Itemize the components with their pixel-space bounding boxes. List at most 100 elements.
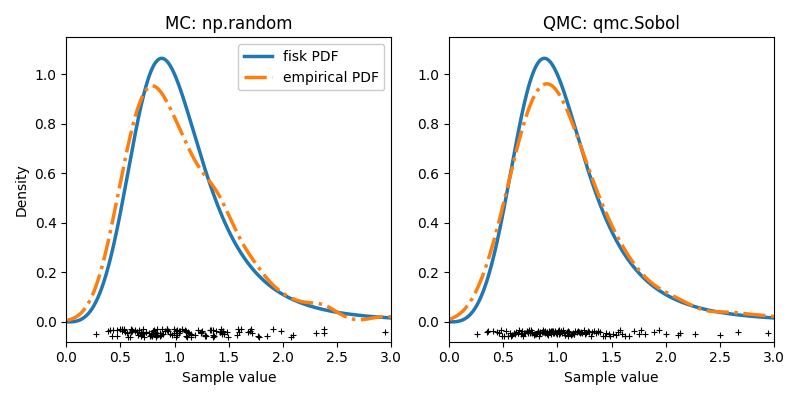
- empirical PDF: [638, 273, 648, 278]
- Point: [134, 333, 147, 339]
- Point: [538, 330, 551, 336]
- empirical PDF: [600, 207, 610, 212]
- Point: [552, 328, 565, 335]
- Point: [511, 330, 524, 336]
- fisk PDF: [329, 309, 338, 314]
- Point: [534, 329, 547, 336]
- Point: [575, 329, 588, 336]
- Point: [142, 330, 155, 336]
- fisk PDF: [539, 56, 549, 61]
- Point: [184, 334, 197, 340]
- empirical PDF: [770, 314, 779, 319]
- Point: [633, 331, 646, 338]
- Point: [231, 326, 244, 332]
- Point: [140, 329, 153, 335]
- Point: [587, 328, 600, 334]
- Point: [118, 329, 131, 336]
- Point: [564, 332, 577, 338]
- Point: [136, 331, 149, 337]
- Point: [206, 333, 219, 340]
- fisk PDF: [638, 275, 648, 280]
- empirical PDF: [379, 314, 389, 319]
- fisk PDF: [62, 320, 72, 324]
- Point: [101, 328, 114, 334]
- Point: [481, 328, 494, 335]
- Point: [167, 326, 180, 333]
- Point: [124, 329, 137, 336]
- Point: [252, 333, 265, 340]
- Point: [482, 327, 494, 334]
- Point: [566, 330, 579, 336]
- Point: [131, 329, 144, 336]
- Point: [591, 328, 604, 335]
- fisk PDF: [157, 56, 166, 61]
- Point: [610, 332, 622, 338]
- Point: [145, 332, 158, 338]
- Point: [115, 326, 128, 333]
- empirical PDF: [446, 317, 455, 322]
- Point: [567, 331, 580, 337]
- Point: [540, 329, 553, 336]
- fisk PDF: [711, 309, 721, 314]
- Point: [206, 332, 219, 338]
- Point: [526, 329, 538, 335]
- Point: [505, 333, 518, 339]
- Point: [173, 328, 186, 334]
- Point: [533, 332, 546, 339]
- Title: QMC: qmc.Sobol: QMC: qmc.Sobol: [543, 15, 680, 33]
- Point: [214, 328, 227, 335]
- Point: [136, 330, 149, 336]
- Point: [543, 329, 556, 336]
- Point: [528, 332, 541, 338]
- Point: [504, 330, 517, 337]
- Point: [107, 327, 120, 334]
- Point: [129, 328, 142, 334]
- Point: [146, 333, 158, 340]
- Point: [714, 332, 726, 338]
- Point: [580, 330, 593, 336]
- Point: [318, 330, 330, 336]
- Point: [541, 331, 554, 337]
- Point: [217, 328, 230, 334]
- Point: [572, 328, 585, 334]
- Point: [166, 332, 178, 338]
- Point: [161, 326, 174, 332]
- Point: [583, 328, 596, 335]
- Point: [538, 328, 551, 334]
- Point: [310, 330, 322, 336]
- Point: [552, 327, 565, 334]
- Point: [541, 332, 554, 338]
- Point: [603, 332, 616, 339]
- Point: [182, 328, 194, 335]
- Point: [185, 332, 198, 338]
- Point: [171, 326, 184, 333]
- Point: [585, 332, 598, 339]
- Point: [118, 326, 130, 332]
- Point: [261, 333, 274, 339]
- Point: [182, 330, 195, 336]
- Point: [106, 332, 118, 339]
- Point: [149, 329, 162, 335]
- empirical PDF: [219, 202, 229, 207]
- Point: [578, 327, 591, 333]
- Point: [150, 334, 162, 340]
- Point: [515, 328, 528, 334]
- Point: [486, 328, 499, 334]
- Point: [154, 333, 166, 339]
- Point: [218, 331, 230, 337]
- Point: [214, 329, 226, 336]
- Point: [566, 330, 578, 337]
- fisk PDF: [217, 213, 226, 218]
- Point: [614, 327, 626, 334]
- Point: [513, 327, 526, 334]
- Point: [126, 328, 138, 334]
- Point: [205, 327, 218, 333]
- Point: [110, 333, 123, 339]
- fisk PDF: [386, 316, 396, 320]
- Point: [181, 334, 194, 340]
- Point: [253, 334, 266, 340]
- fisk PDF: [622, 254, 631, 259]
- Point: [559, 332, 572, 339]
- Line: fisk PDF: fisk PDF: [67, 58, 391, 322]
- Point: [592, 328, 605, 334]
